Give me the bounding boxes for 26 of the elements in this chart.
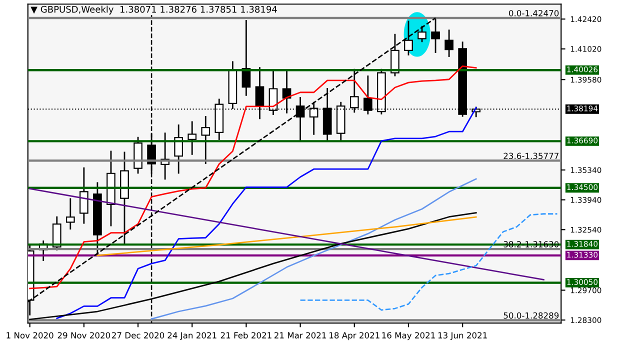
candlestick [201,116,210,164]
annotation: 0.0-1.42470 [509,10,559,16]
line-series [96,216,477,256]
line-series [300,213,558,311]
x-tick-label: 13 Jun 2021 [438,332,487,340]
candlestick [66,198,75,230]
line-series [150,178,477,320]
candlestick [390,34,400,76]
annotation: 50.0-1.28289 [504,312,559,319]
x-tick-label: 1 Nov 2020 [6,332,54,338]
annotation: 23.6-1.35777 [504,152,558,160]
candlestick [404,20,413,56]
x-tick-label: 18 Apr 2021 [330,332,380,340]
x-tick-label: 29 Nov 2020 [58,332,110,338]
candlestick [418,26,426,42]
x-tick-label: 24 Jan 2021 [168,332,216,340]
x-tick-label: 16 May 2021 [382,332,435,340]
x-tick-label: 27 Dec 2020 [112,332,164,338]
candlestick [444,30,454,58]
chart-title: ▼ GBPUSD,Weekly 1.38071 1.38276 1.37851 1.38194 [30,6,277,14]
x-tick-label: 21 Feb 2021 [220,332,272,338]
candlestick [52,216,62,250]
candlestick [188,121,197,155]
x-tick-label: 21 Mar 2021 [274,332,326,338]
candlestick [80,167,88,224]
line-series [29,65,477,290]
